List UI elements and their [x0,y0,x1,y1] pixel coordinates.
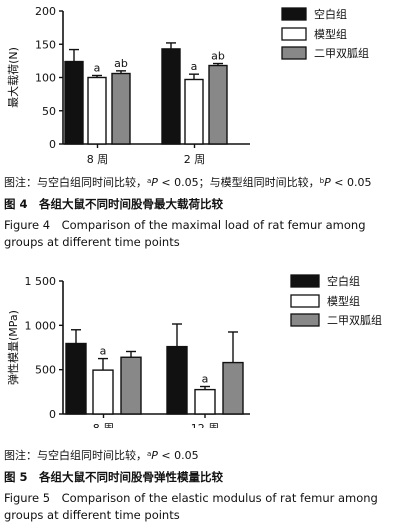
y-axis-label: 最大载荷(N) [6,47,20,108]
significance-label: a [202,373,209,386]
figure5-caption-cn: 图 5 各组大鼠不同时间股骨弹性模量比较 [4,470,224,484]
bar [120,356,142,415]
x-tick-label: 2 周 [184,153,206,166]
y-tick-label: 1 000 [25,319,57,332]
bar [65,342,87,415]
bar [64,60,84,145]
legend-swatch [290,274,320,288]
y-tick-label: 0 [49,408,56,421]
legend-label: 空白组 [327,274,360,288]
bar [161,48,181,145]
y-tick-label: 50 [42,105,56,118]
figure4-caption-en-cont: groups at different time points [4,235,180,249]
legend-label: 模型组 [327,294,360,308]
legend-label: 二甲双胍组 [314,46,369,60]
x-tick-label: 12 周 [191,422,220,428]
figure4-caption-en: Figure 4 Comparison of the maximal load … [4,218,366,232]
figure5-caption-en-cont: groups at different time points [4,508,180,522]
significance-label: ab [114,57,128,70]
legend-swatch [281,46,307,60]
figure5-caption-en: Figure 5 Comparison of the elastic modul… [4,491,378,505]
significance-label: a [94,62,101,75]
bar [92,369,114,415]
significance-label: a [100,345,107,358]
legend-label: 空白组 [314,7,347,21]
figure5-note: 图注：与空白组同时间比较，aP < 0.05 [4,449,199,462]
legend-swatch [281,7,307,21]
y-tick-label: 0 [49,138,56,151]
y-tick-label: 500 [35,364,56,377]
bar [208,64,228,145]
x-tick-label: 8 周 [87,153,109,166]
legend-swatch [281,27,307,41]
significance-label: a [191,60,198,73]
y-tick-label: 200 [35,5,56,18]
legend-label: 二甲双胍组 [327,313,382,327]
y-axis-label: 弹性模量(MPa) [6,310,20,385]
bar [222,361,244,415]
y-tick-label: 150 [35,38,56,51]
y-tick-label: 1 500 [25,275,57,288]
x-tick-label: 8 周 [93,422,115,428]
legend-label: 模型组 [314,27,347,41]
significance-label: ab [211,50,225,63]
figure4-caption-cn: 图 4 各组大鼠不同时间股骨最大载荷比较 [4,197,224,211]
figure4-note: 图注：与空白组同时间比较，aP < 0.05；与模型组同时间比较，bP < 0.… [4,176,372,189]
bar [184,78,204,145]
y-tick-label: 100 [35,72,56,85]
legend-swatch [290,294,320,308]
bar [111,72,131,145]
bar [87,76,107,145]
chart-elastic-modulus: 0 500 1 000 1 500 弹性模量(MPa) a 8 周 a 12 周 空白组模型组二甲… [6,274,382,428]
bar [166,345,188,415]
legend-swatch [290,313,320,327]
bar [194,388,216,415]
